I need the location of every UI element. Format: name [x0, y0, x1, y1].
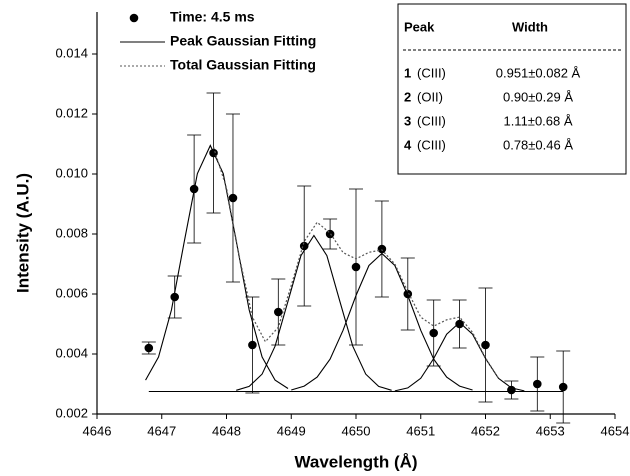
table-header: Peak: [404, 19, 435, 34]
x-tick-label: 4647: [147, 423, 176, 438]
x-tick-label: 4650: [342, 423, 371, 438]
table-peak: 4: [404, 137, 412, 152]
legend-marker: [129, 13, 139, 23]
data-point: [274, 307, 283, 317]
fit-line: [236, 234, 392, 391]
fit-line: [145, 144, 289, 389]
y-axis-label: Intensity (A.U.): [13, 173, 32, 293]
data-point: [558, 382, 568, 392]
table-peak: 3: [404, 113, 411, 128]
legend-label: Time: 4.5 ms: [170, 9, 255, 25]
table-ion: (CIII): [417, 65, 446, 80]
fit-line: [212, 147, 499, 379]
x-tick-label: 4648: [212, 423, 241, 438]
y-tick-label: 0.008: [55, 225, 88, 240]
x-tick-label: 4649: [277, 423, 306, 438]
x-axis-label: Wavelength (Å): [294, 452, 417, 471]
data-point: [455, 319, 464, 329]
x-tick-label: 4654: [601, 423, 630, 438]
data-point: [170, 292, 179, 302]
data-point: [377, 244, 387, 254]
data-point: [507, 385, 516, 395]
fit-line: [394, 321, 525, 392]
data-point: [533, 379, 542, 389]
table-ion: (OII): [417, 89, 443, 104]
table-ion: (CIII): [417, 137, 446, 152]
y-tick-label: 0.004: [55, 345, 88, 360]
legend-label: Peak Gaussian Fitting: [170, 33, 316, 49]
y-tick-label: 0.006: [55, 285, 88, 300]
table-frame: [397, 3, 627, 175]
table-peak: 2: [404, 89, 411, 104]
data-point: [481, 340, 490, 350]
data-point: [228, 193, 238, 203]
x-tick-label: 4653: [536, 423, 565, 438]
data-point: [429, 328, 439, 338]
x-tick-label: 4646: [83, 423, 112, 438]
legend-label: Total Gaussian Fitting: [170, 57, 316, 73]
y-tick-label: 0.002: [55, 405, 88, 420]
table-ion: (CIII): [417, 113, 446, 128]
table-width: 0.78±0.46 Å: [503, 137, 573, 152]
y-tick-label: 0.014: [55, 45, 88, 60]
fit-line: [291, 252, 473, 391]
table-header: Width: [512, 19, 548, 34]
table-width: 1.11±0.68 Å: [503, 113, 572, 128]
table-width: 0.951±0.082 Å: [496, 65, 581, 80]
data-point: [248, 340, 257, 350]
table-width: 0.90±0.29 Å: [503, 89, 573, 104]
data-point: [351, 262, 361, 272]
x-tick-label: 4652: [471, 423, 500, 438]
y-tick-label: 0.010: [55, 165, 88, 180]
table-peak: 1: [404, 65, 411, 80]
x-tick-label: 4651: [406, 423, 435, 438]
data-point: [144, 343, 154, 353]
y-tick-label: 0.012: [55, 105, 88, 120]
